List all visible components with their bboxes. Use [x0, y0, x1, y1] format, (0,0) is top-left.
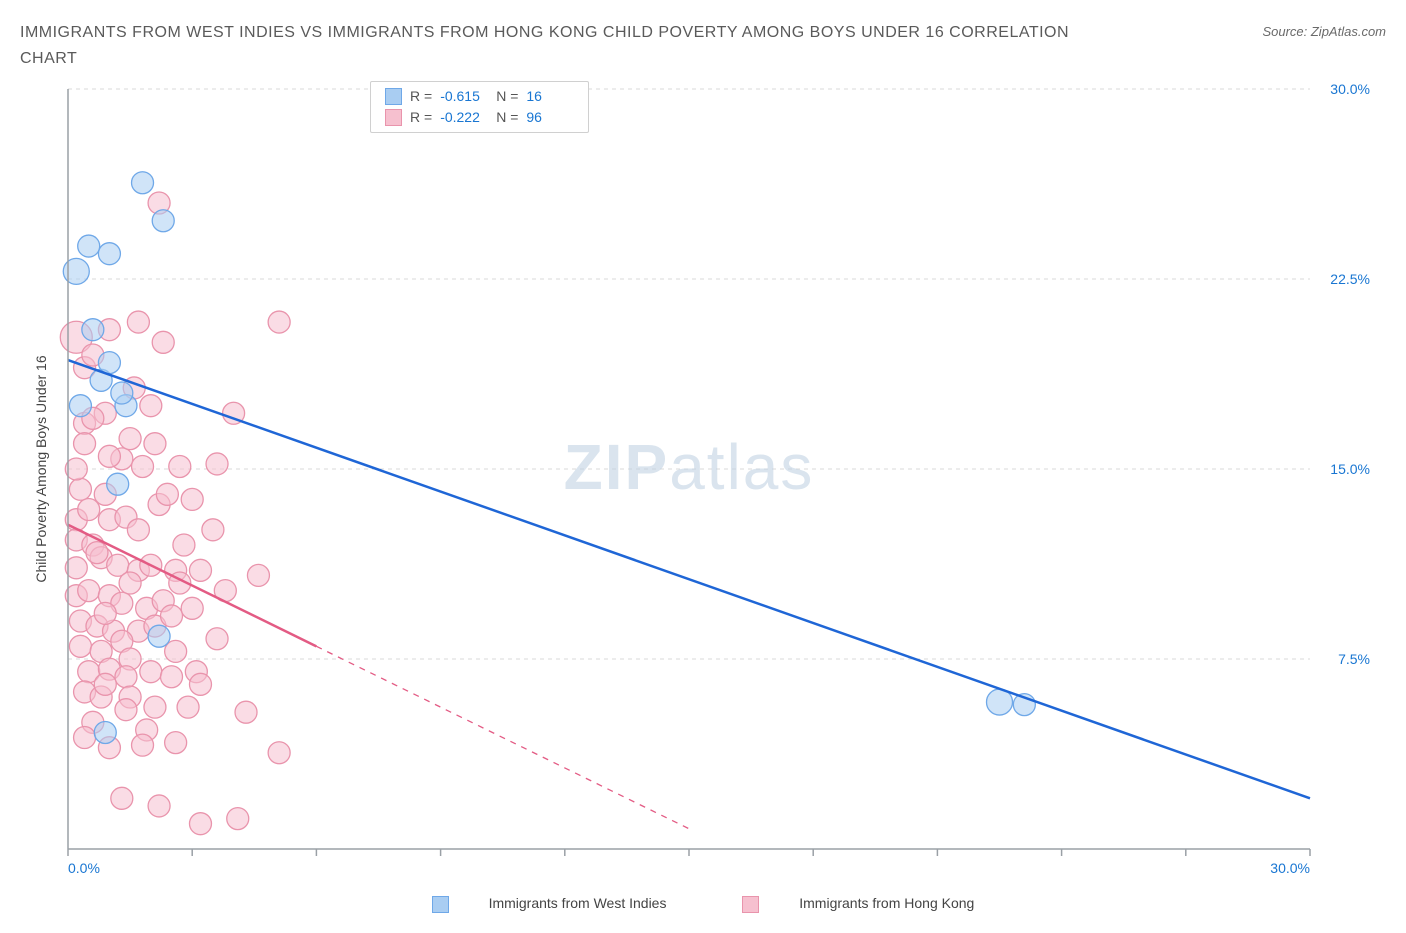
- svg-text:ZIPatlas: ZIPatlas: [564, 431, 815, 503]
- n-value-blue: 16: [526, 86, 574, 107]
- n-label: N =: [496, 107, 518, 128]
- svg-text:22.5%: 22.5%: [1330, 271, 1370, 287]
- chart-title: IMMIGRANTS FROM WEST INDIES VS IMMIGRANT…: [20, 20, 1120, 71]
- source-label: Source: ZipAtlas.com: [1262, 24, 1386, 39]
- r-label: R =: [410, 86, 432, 107]
- legend-stats: R = -0.615 N = 16 R = -0.222 N = 96: [370, 81, 589, 133]
- legend-bottom: Immigrants from West Indies Immigrants f…: [20, 895, 1386, 913]
- series-name-pink: Immigrants from Hong Kong: [799, 895, 974, 911]
- correlation-chart: ZIPatlas 0.0% 30.0% 7.5% 15.0% 22.5% 30.0% Chil…: [20, 79, 1380, 889]
- svg-text:0.0%: 0.0%: [68, 860, 100, 876]
- svg-text:30.0%: 30.0%: [1330, 81, 1370, 97]
- svg-text:7.5%: 7.5%: [1338, 651, 1370, 667]
- r-value-blue: -0.615: [440, 86, 488, 107]
- svg-text:15.0%: 15.0%: [1330, 461, 1370, 477]
- r-label: R =: [410, 107, 432, 128]
- n-label: N =: [496, 86, 518, 107]
- legend-swatch-blue: [432, 896, 449, 913]
- svg-text:Child Poverty Among Boys Under: Child Poverty Among Boys Under 16: [33, 355, 49, 582]
- n-value-pink: 96: [526, 107, 574, 128]
- legend-swatch-blue: [385, 88, 402, 105]
- svg-text:30.0%: 30.0%: [1270, 860, 1310, 876]
- series-name-blue: Immigrants from West Indies: [489, 895, 667, 911]
- legend-swatch-pink: [385, 109, 402, 126]
- r-value-pink: -0.222: [440, 107, 488, 128]
- chart-container: R = -0.615 N = 16 R = -0.222 N = 96 ZIPa…: [20, 79, 1386, 889]
- legend-swatch-pink: [742, 896, 759, 913]
